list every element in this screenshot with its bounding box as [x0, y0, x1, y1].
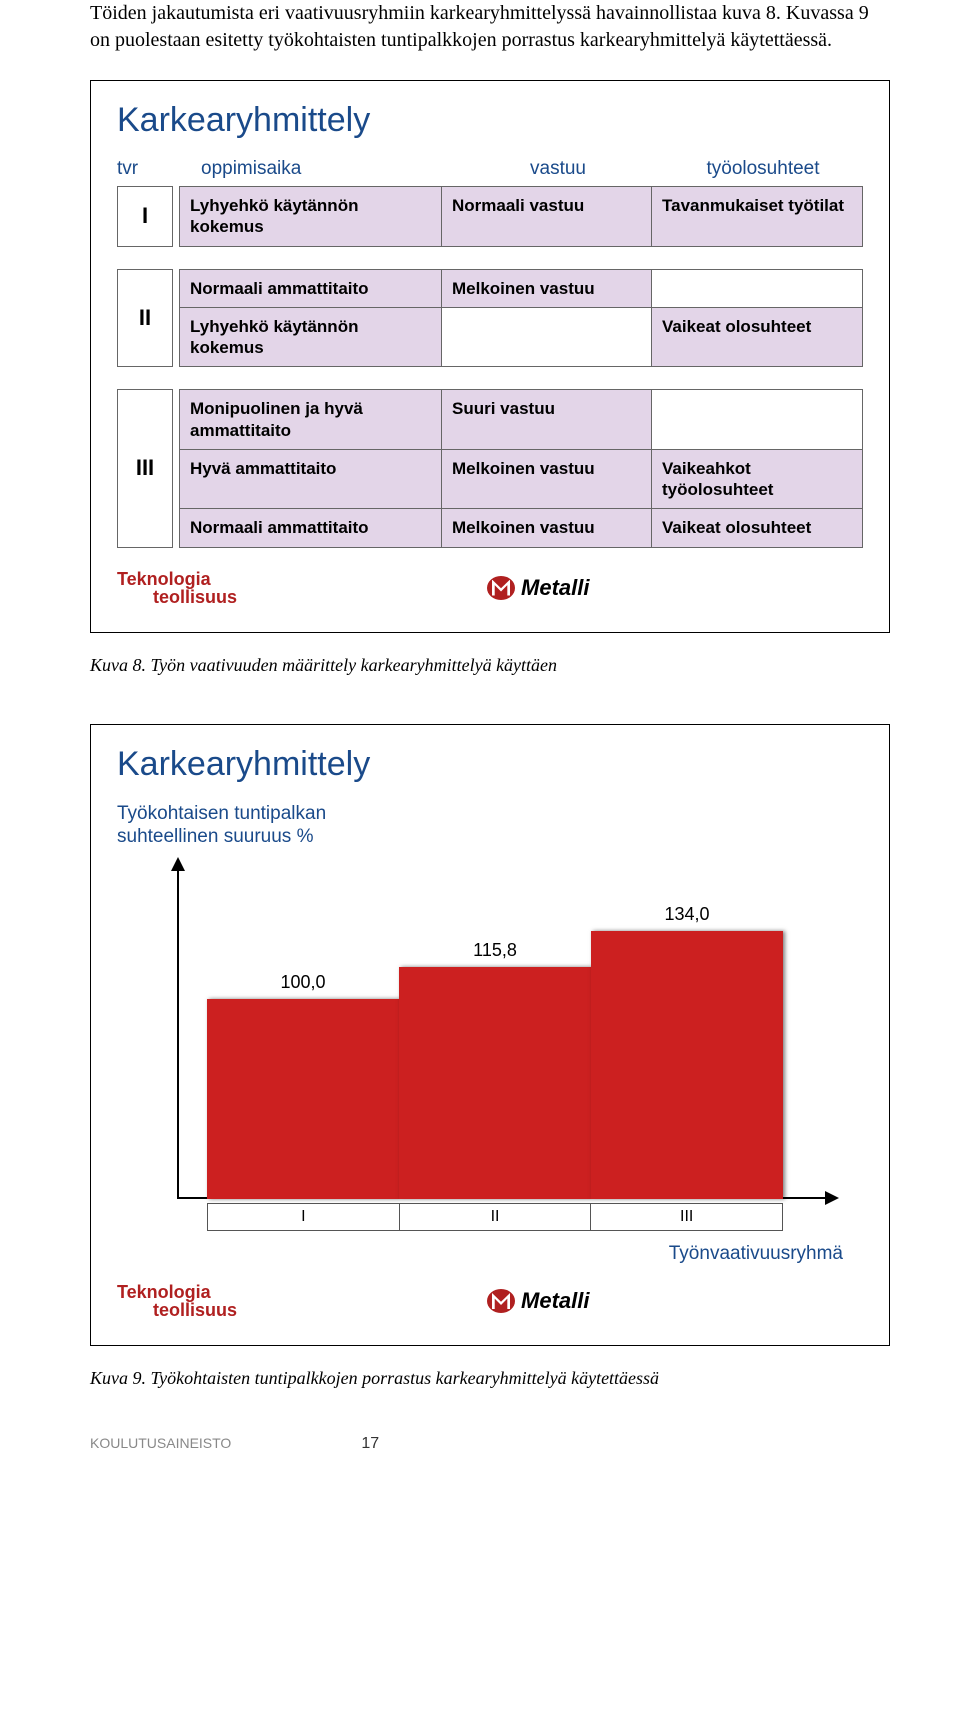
table-group: IIIMonipuolinen ja hyvä ammattitaitoSuur…: [117, 389, 863, 547]
table-cell: Melkoinen vastuu: [442, 270, 652, 307]
table-cell: Hyvä ammattitaito: [180, 450, 442, 509]
table-cell: Normaali ammattitaito: [180, 509, 442, 546]
table-cell: [442, 308, 652, 367]
caption-kuva9: Kuva 9. Työkohtaisten tuntipalkkojen por…: [90, 1368, 890, 1389]
bar-rect: [591, 931, 783, 1199]
table-cell: Vaikeat olosuhteet: [652, 308, 862, 367]
table-cell: Vaikeat olosuhteet: [652, 509, 862, 546]
header-oppimisaika: oppimisaika: [173, 158, 453, 180]
intro-paragraph: Töiden jakautumista eri vaativuusryhmiin…: [90, 0, 890, 54]
table-row: Lyhyehkö käytännön kokemusNormaali vastu…: [180, 187, 862, 246]
table-cell: [652, 270, 862, 307]
logos-row-2: Teknologia teollisuus Metalli: [117, 1283, 863, 1319]
panel-karkearyhmittely-chart: Karkearyhmittely Työkohtaisen tuntipalka…: [90, 724, 890, 1347]
table-row: Monipuolinen ja hyvä ammattitaitoSuuri v…: [180, 390, 862, 449]
y-axis: [177, 859, 179, 1199]
tvr-cell: I: [117, 186, 173, 247]
bar-value-label: 134,0: [591, 904, 783, 925]
table-cell: Melkoinen vastuu: [442, 450, 652, 509]
category-cell: II: [400, 1203, 592, 1231]
bar-rect: [399, 967, 591, 1199]
y-axis-arrow-icon: [171, 857, 185, 871]
teollisuus-text-2: teollisuus: [153, 1301, 237, 1319]
table-cell: Normaali ammattitaito: [180, 270, 442, 307]
caption-kuva8: Kuva 8. Työn vaativuuden määrittely kark…: [90, 655, 890, 676]
teollisuus-text: teollisuus: [153, 588, 237, 606]
table-cell: Suuri vastuu: [442, 390, 652, 449]
table-group: IINormaali ammattitaitoMelkoinen vastuuL…: [117, 269, 863, 368]
table-cell: Vaikeahkot työolosuhteet: [652, 450, 862, 509]
table-row: Normaali ammattitaitoMelkoinen vastuu: [180, 270, 862, 307]
table-cell: Lyhyehkö käytännön kokemus: [180, 187, 442, 246]
category-cell: I: [207, 1203, 400, 1231]
footer-left: KOULUTUSAINEISTO: [90, 1435, 231, 1451]
teknologia-logo-2: Teknologia teollisuus: [117, 1283, 237, 1319]
teknologia-text-2: Teknologia: [117, 1282, 211, 1302]
header-vastuu: vastuu: [453, 158, 663, 180]
page-footer: KOULUTUSAINEISTO 17: [90, 1435, 890, 1453]
metalli-icon-2: [487, 1289, 515, 1313]
bar-value-label: 115,8: [399, 940, 591, 961]
x-axis-arrow-icon: [825, 1191, 839, 1205]
table-cell: Lyhyehkö käytännön kokemus: [180, 308, 442, 367]
teknologia-text: Teknologia: [117, 569, 211, 589]
matrix: Monipuolinen ja hyvä ammattitaitoSuuri v…: [179, 389, 863, 547]
panel1-title: Karkearyhmittely: [117, 101, 863, 140]
matrix: Normaali ammattitaitoMelkoinen vastuuLyh…: [179, 269, 863, 368]
metalli-logo: Metalli: [487, 575, 589, 601]
bar-chart: 100,0115,8134,0 IIIIII Työnvaativuusryhm…: [137, 859, 843, 1239]
table-group: ILyhyehkö käytännön kokemusNormaali vast…: [117, 186, 863, 247]
logos-row: Teknologia teollisuus Metalli: [117, 570, 863, 606]
bar-rect: [207, 999, 399, 1199]
bar-column: 100,0: [207, 972, 399, 1199]
metalli-icon: [487, 576, 515, 600]
metalli-text: Metalli: [521, 575, 589, 601]
bar-column: 134,0: [591, 904, 783, 1199]
bar-column: 115,8: [399, 940, 591, 1199]
metalli-text-2: Metalli: [521, 1288, 589, 1314]
table-cell: [652, 390, 862, 449]
panel-karkearyhmittely-table: Karkearyhmittely tvr oppimisaika vastuu …: [90, 80, 890, 633]
table-cell: Normaali vastuu: [442, 187, 652, 246]
tvr-cell: III: [117, 389, 173, 547]
table-row: Hyvä ammattitaitoMelkoinen vastuuVaikeah…: [180, 449, 862, 509]
header-tyoolosuhteet: työolosuhteet: [663, 158, 863, 180]
table-row: Normaali ammattitaitoMelkoinen vastuuVai…: [180, 508, 862, 546]
chart-subtitle: Työkohtaisen tuntipalkan suhteellinen su…: [117, 802, 863, 850]
category-cell: III: [591, 1203, 783, 1231]
table-cell: Melkoinen vastuu: [442, 509, 652, 546]
table-header-row: tvr oppimisaika vastuu työolosuhteet: [117, 158, 863, 180]
table-cell: Monipuolinen ja hyvä ammattitaito: [180, 390, 442, 449]
x-axis-label: Työnvaativuusryhmä: [669, 1243, 843, 1265]
chart-sub-line2: suhteellinen suuruus %: [117, 826, 313, 847]
table-cell: Tavanmukaiset työtilat: [652, 187, 862, 246]
metalli-logo-2: Metalli: [487, 1288, 589, 1314]
header-tvr: tvr: [117, 158, 173, 180]
table-row: Lyhyehkö käytännön kokemus Vaikeat olosuh…: [180, 307, 862, 367]
matrix: Lyhyehkö käytännön kokemusNormaali vastu…: [179, 186, 863, 247]
footer-page-number: 17: [361, 1435, 379, 1453]
teknologia-logo: Teknologia teollisuus: [117, 570, 237, 606]
chart-sub-line1: Työkohtaisen tuntipalkan: [117, 803, 326, 824]
bar-value-label: 100,0: [207, 972, 399, 993]
panel2-title: Karkearyhmittely: [117, 745, 863, 784]
tvr-cell: II: [117, 269, 173, 368]
